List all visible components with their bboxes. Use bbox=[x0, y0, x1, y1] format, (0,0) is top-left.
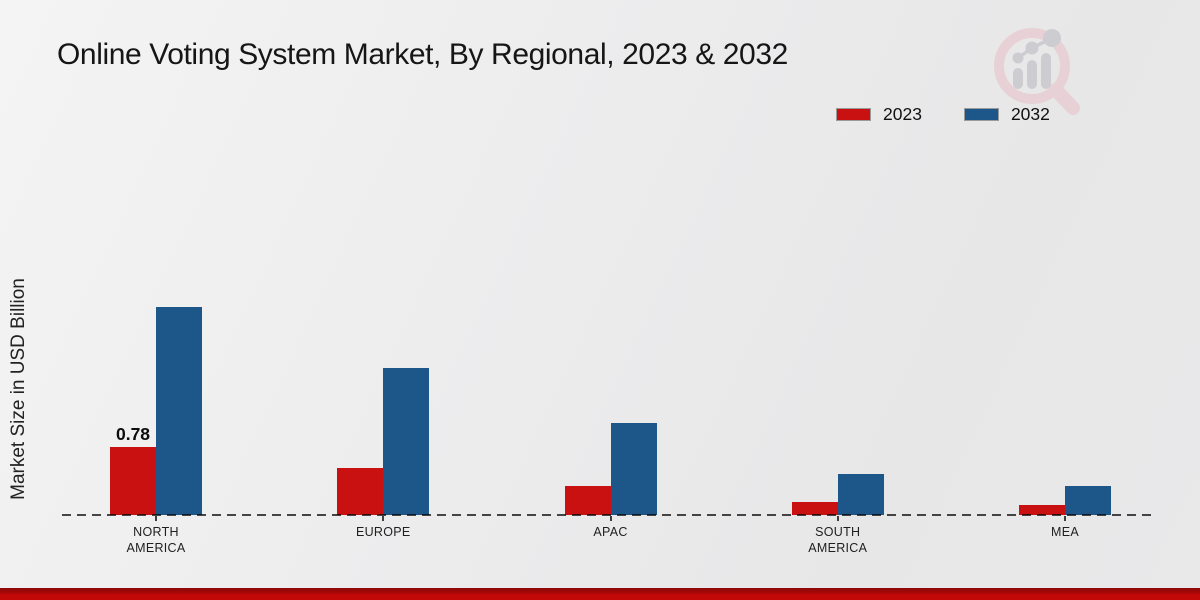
bar-2032-apac bbox=[610, 423, 657, 515]
magnifier-bar-chart-logo-icon bbox=[994, 28, 1080, 115]
footer-accent-strip bbox=[0, 588, 1200, 600]
bar-2023-apac bbox=[564, 486, 611, 515]
axis-tick bbox=[382, 516, 385, 521]
bar-value-label: 0.78 bbox=[115, 423, 151, 444]
bar-2023-south-america bbox=[791, 501, 838, 515]
axis-tick bbox=[609, 516, 612, 521]
legend-swatch-2023 bbox=[836, 108, 871, 121]
bar-2023-north-america bbox=[110, 446, 156, 515]
bar-2023-mea bbox=[1019, 505, 1065, 515]
y-axis-label: Market Size in USD Billion bbox=[8, 278, 29, 500]
chart-title: Online Voting System Market, By Regional… bbox=[57, 38, 788, 71]
legend-label: 2023 bbox=[883, 104, 922, 124]
bar-2032-europe bbox=[383, 367, 430, 515]
legend: 2023 2032 bbox=[836, 104, 1050, 125]
bar-2023-europe bbox=[337, 467, 384, 515]
category-label: EUROPE bbox=[355, 525, 411, 539]
axis-tick bbox=[836, 516, 839, 521]
category-label: MEA bbox=[1051, 525, 1079, 539]
axis-tick bbox=[155, 516, 157, 521]
x-axis-baseline bbox=[62, 514, 1157, 516]
axis-tick bbox=[1064, 516, 1066, 521]
category-label: NORTH AMERICA bbox=[126, 525, 186, 555]
bar-2032-north-america bbox=[156, 307, 202, 515]
legend-swatch-2032 bbox=[963, 108, 999, 121]
legend-item-2032: 2032 bbox=[963, 104, 1050, 125]
legend-item-2023: 2023 bbox=[836, 104, 922, 125]
category-label: APAC bbox=[593, 525, 628, 539]
bar-2032-south-america bbox=[837, 473, 884, 515]
category-label: SOUTH AMERICA bbox=[808, 525, 868, 555]
legend-label: 2032 bbox=[1010, 104, 1050, 124]
bar-2032-mea bbox=[1065, 486, 1111, 515]
